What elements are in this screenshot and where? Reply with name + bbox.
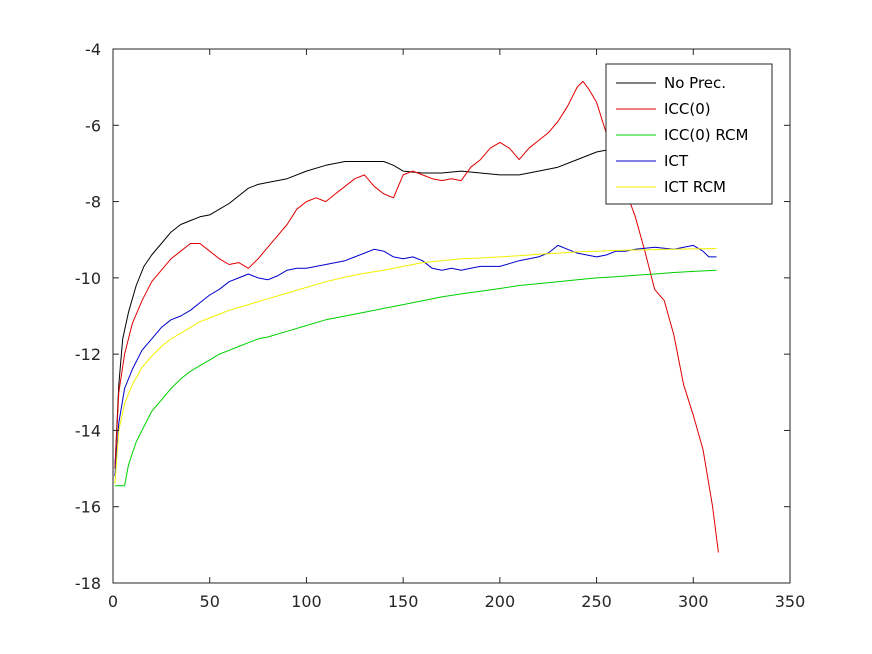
x-tick-label: 250 xyxy=(581,592,612,611)
y-tick-label: -10 xyxy=(75,269,101,288)
x-tick-label: 100 xyxy=(291,592,322,611)
x-tick-label: 150 xyxy=(388,592,419,611)
legend: No Prec. ICC(0) ICC(0) RCM ICT ICT RCM xyxy=(605,63,773,205)
y-tick-label: -14 xyxy=(75,421,101,440)
series-line-2 xyxy=(114,269,717,487)
series-line-4 xyxy=(114,248,717,484)
y-tick-label: -18 xyxy=(75,574,101,593)
y-tick-label: -4 xyxy=(85,40,101,59)
legend-box xyxy=(605,63,773,205)
y-tick-label: -16 xyxy=(75,498,101,517)
legend-label: ICT xyxy=(664,152,689,170)
y-tick-label: -12 xyxy=(75,345,101,364)
x-tick-label: 0 xyxy=(108,592,118,611)
y-tick-label: -8 xyxy=(85,193,101,212)
axes-layer: 0 50 100 150 200 250 300 350 -18 -16 -14 -12 -10 -8 -6… xyxy=(75,40,805,611)
legend-label: No Prec. xyxy=(664,74,726,92)
legend-label: ICC(0) xyxy=(664,100,711,118)
y-tick-label: -6 xyxy=(85,116,101,135)
series-line-3 xyxy=(114,244,717,477)
x-tick-label: 50 xyxy=(200,592,220,611)
axes-frame xyxy=(112,48,791,584)
legend-label: ICC(0) RCM xyxy=(664,126,748,144)
x-tick-label: 300 xyxy=(678,592,709,611)
x-tick-label: 350 xyxy=(775,592,806,611)
x-tick-label: 200 xyxy=(485,592,516,611)
legend-label: ICT RCM xyxy=(664,178,726,196)
series-line-0 xyxy=(114,149,626,469)
